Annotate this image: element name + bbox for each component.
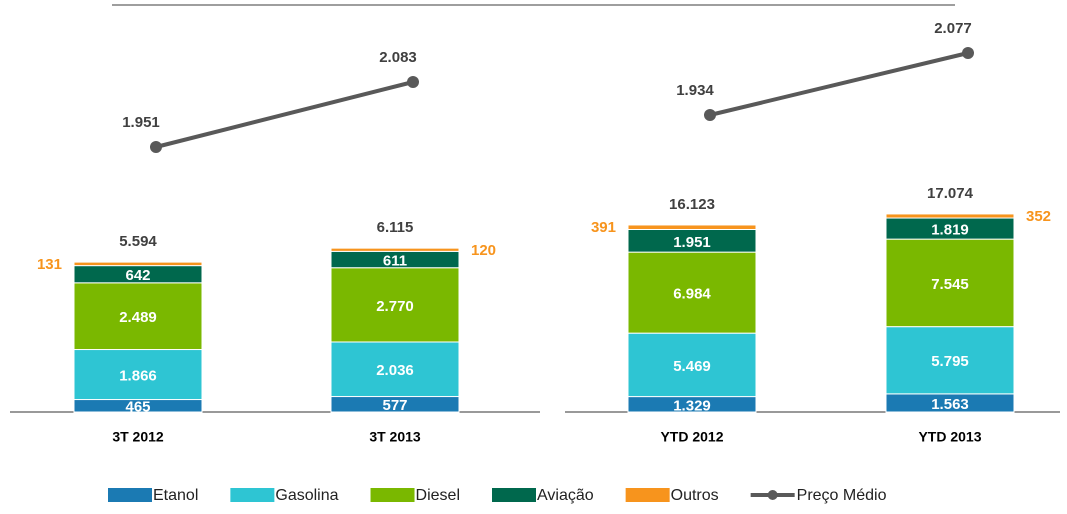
data-label: 2.770 [376, 298, 414, 315]
data-label: 5.469 [673, 358, 711, 375]
legend-label: Aviação [537, 487, 594, 504]
data-label: 7.545 [931, 276, 969, 293]
x-tick-label: YTD 2013 [918, 429, 981, 445]
bar-segment [627, 224, 757, 230]
data-label: 577 [382, 397, 407, 414]
data-label: 352 [1026, 208, 1051, 225]
bar-segment [885, 213, 1015, 219]
data-label: 642 [125, 267, 150, 284]
data-label: 611 [383, 253, 407, 270]
bar-segment [330, 341, 460, 398]
total-label: 16.123 [669, 196, 715, 213]
bar-segment [627, 332, 757, 398]
legend-swatch [625, 488, 670, 502]
line-point [150, 141, 162, 153]
legend-swatch [492, 488, 536, 502]
line-label: 1.934 [676, 82, 714, 99]
legend-label: Gasolina [275, 487, 338, 504]
line [155, 80, 414, 149]
line-label: 1.951 [122, 114, 160, 131]
legend-label: Diesel [416, 487, 460, 504]
line-point [407, 76, 419, 88]
line-label: 2.077 [934, 20, 972, 37]
data-label: 6.984 [673, 286, 711, 303]
data-label: 5.795 [931, 353, 969, 370]
bar-segment [885, 326, 1015, 395]
data-label: 1.329 [673, 397, 711, 414]
total-label: 17.074 [927, 185, 974, 202]
bar-segment [330, 247, 460, 252]
legend-swatch [108, 488, 152, 502]
data-label: 2.489 [119, 309, 157, 326]
data-label: 1.866 [119, 368, 157, 385]
data-label: 1.563 [931, 396, 969, 413]
line-point [962, 47, 974, 59]
data-label: 1.951 [673, 234, 711, 251]
data-label: 1.819 [931, 222, 969, 239]
bar-segment [330, 267, 460, 343]
x-tick-label: YTD 2012 [660, 429, 723, 445]
bar-segment [885, 238, 1015, 328]
bar-segment [73, 282, 203, 351]
line-label: 2.083 [379, 49, 417, 66]
data-label: 120 [471, 242, 496, 259]
data-label: 2.036 [376, 362, 414, 379]
data-label: 391 [591, 219, 616, 236]
line-point [704, 109, 716, 121]
data-label: 131 [37, 256, 62, 273]
total-label: 5.594 [119, 233, 157, 250]
legend-label: Etanol [153, 487, 198, 504]
bar-segment [627, 251, 757, 334]
legend-swatch [370, 488, 415, 502]
total-label: 6.115 [377, 219, 414, 236]
line [709, 51, 969, 117]
bar-segment [73, 261, 203, 267]
data-label: 465 [125, 399, 150, 416]
x-tick-label: 3T 2013 [369, 429, 421, 445]
bar-segment [73, 349, 203, 401]
legend-label: Outros [671, 487, 719, 504]
legend-marker [767, 490, 778, 500]
legend-swatch [230, 488, 275, 502]
legend-label: Preço Médio [797, 487, 887, 504]
x-tick-label: 3T 2012 [112, 429, 164, 445]
